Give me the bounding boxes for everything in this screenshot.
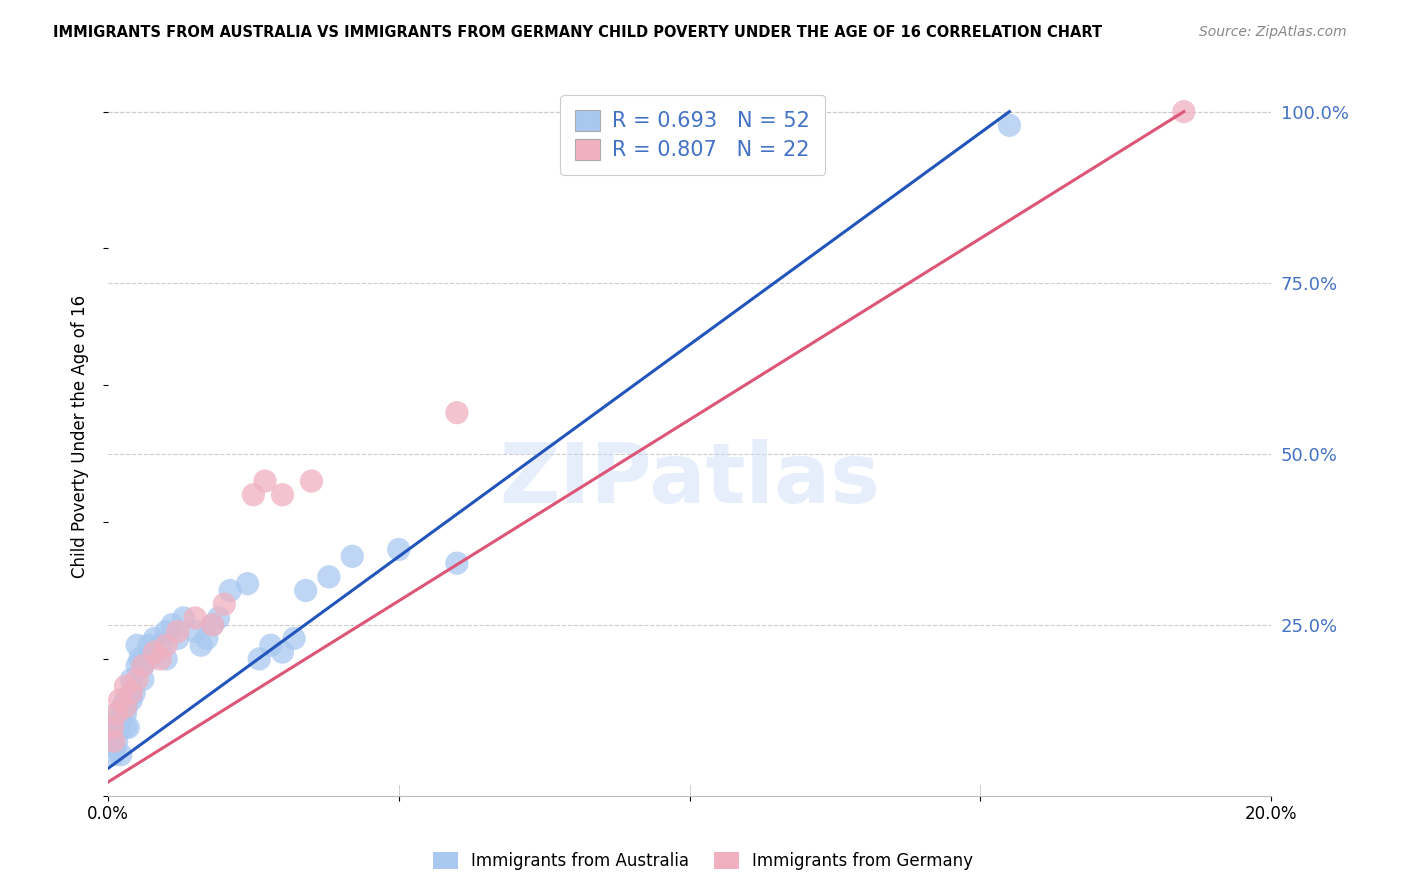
Point	[184, 624, 207, 639]
Point	[1173, 104, 1195, 119]
Point	[184, 611, 207, 625]
Point	[132, 658, 155, 673]
Point	[117, 720, 139, 734]
Point	[446, 556, 468, 570]
Point	[342, 549, 364, 564]
Point	[219, 583, 242, 598]
Point	[104, 740, 127, 755]
Point	[155, 624, 177, 639]
Point	[101, 720, 124, 734]
Point	[155, 638, 177, 652]
Point	[103, 734, 125, 748]
Point	[129, 652, 152, 666]
Point	[108, 714, 131, 728]
Point	[388, 542, 411, 557]
Point	[143, 645, 166, 659]
Point	[103, 747, 125, 762]
Point	[108, 720, 131, 734]
Point	[122, 686, 145, 700]
Point	[111, 699, 134, 714]
Point	[114, 720, 136, 734]
Point	[120, 693, 142, 707]
Point	[125, 638, 148, 652]
Point	[114, 699, 136, 714]
Point	[173, 611, 195, 625]
Point	[115, 699, 138, 714]
Point	[149, 638, 172, 652]
Point	[236, 576, 259, 591]
Point	[120, 686, 142, 700]
Point	[114, 693, 136, 707]
Legend: Immigrants from Australia, Immigrants from Germany: Immigrants from Australia, Immigrants fr…	[426, 845, 980, 877]
Point	[155, 652, 177, 666]
Point	[103, 727, 125, 741]
Text: IMMIGRANTS FROM AUSTRALIA VS IMMIGRANTS FROM GERMANY CHILD POVERTY UNDER THE AGE: IMMIGRANTS FROM AUSTRALIA VS IMMIGRANTS …	[53, 25, 1102, 40]
Point	[114, 679, 136, 693]
Point	[143, 632, 166, 646]
Point	[271, 488, 294, 502]
Point	[125, 658, 148, 673]
Point	[160, 617, 183, 632]
Point	[105, 706, 128, 721]
Text: ZIPatlas: ZIPatlas	[499, 439, 880, 520]
Point	[110, 747, 132, 762]
Point	[318, 570, 340, 584]
Point	[998, 119, 1021, 133]
Point	[120, 673, 142, 687]
Point	[166, 624, 188, 639]
Point	[101, 720, 124, 734]
Point	[271, 645, 294, 659]
Text: Source: ZipAtlas.com: Source: ZipAtlas.com	[1199, 25, 1347, 39]
Point	[260, 638, 283, 652]
Point	[195, 632, 218, 646]
Point	[166, 632, 188, 646]
Point	[201, 617, 224, 632]
Point	[201, 617, 224, 632]
Point	[283, 632, 305, 646]
Point	[138, 652, 160, 666]
Point	[294, 583, 316, 598]
Point	[190, 638, 212, 652]
Point	[132, 673, 155, 687]
Point	[114, 706, 136, 721]
Point	[247, 652, 270, 666]
Point	[446, 406, 468, 420]
Point	[138, 638, 160, 652]
Point	[143, 645, 166, 659]
Point	[120, 686, 142, 700]
Y-axis label: Child Poverty Under the Age of 16: Child Poverty Under the Age of 16	[72, 295, 89, 578]
Point	[125, 673, 148, 687]
Point	[132, 658, 155, 673]
Point	[149, 652, 172, 666]
Point	[108, 693, 131, 707]
Point	[253, 474, 276, 488]
Point	[105, 734, 128, 748]
Point	[105, 706, 128, 721]
Point	[301, 474, 323, 488]
Legend: R = 0.693   N = 52, R = 0.807   N = 22: R = 0.693 N = 52, R = 0.807 N = 22	[561, 95, 825, 175]
Point	[207, 611, 229, 625]
Point	[100, 734, 122, 748]
Point	[242, 488, 264, 502]
Point	[214, 597, 236, 611]
